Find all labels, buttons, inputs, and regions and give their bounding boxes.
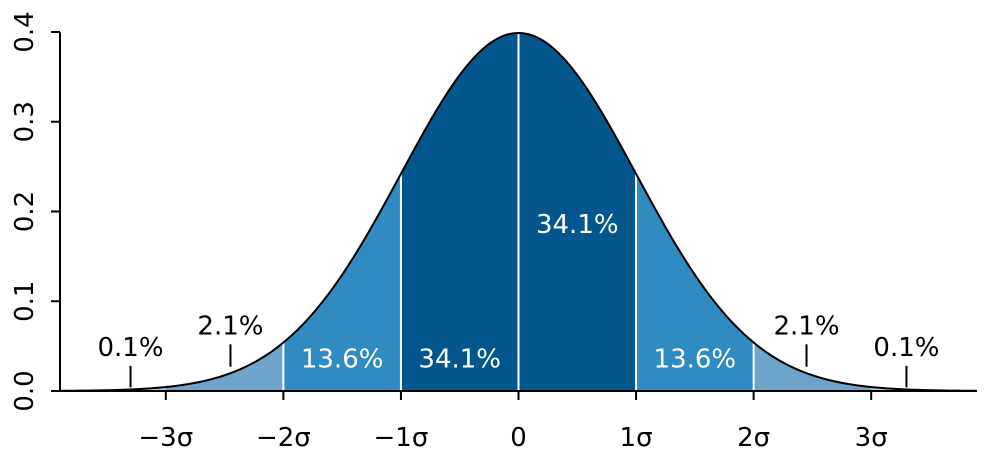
labels-layer: 34.1% 34.1% 13.6% 13.6% 0.1% 2.1% 2.1% 0.1%: [98, 210, 939, 388]
x-tick-label-5: 2σ: [737, 423, 770, 453]
band-0: [165, 342, 284, 391]
x-tick-label-0: −3σ: [138, 423, 193, 453]
x-tick-label-2: −1σ: [374, 423, 429, 453]
band-label-4: 13.6%: [654, 345, 737, 375]
band-label-inner-left: 13.6%: [301, 345, 384, 375]
sigma-lines-layer: [282, 32, 755, 391]
y-tick-label-0: 0.0: [10, 370, 40, 411]
density-curve: [59, 31, 978, 392]
band-2: [400, 32, 519, 391]
tail-label-2: 2.1%: [774, 311, 840, 341]
y-tick-label-1: 0.1: [10, 281, 40, 322]
x-tick-label-4: 1σ: [620, 423, 653, 453]
axes-layer: −3σ −2σ −1σ 0 1σ 2σ 3σ 0.0 0.1 0.2 0.3 0.4: [10, 11, 977, 453]
band-label-2: 34.1%: [418, 345, 501, 375]
band-5: [753, 342, 872, 391]
band-label-3: 34.1%: [536, 210, 619, 240]
tail-label-1: 2.1%: [197, 311, 263, 341]
y-tick-label-2: 0.2: [10, 191, 40, 232]
y-tick-label-4: 0.4: [10, 11, 40, 52]
x-tick-label-3: 0: [510, 423, 527, 453]
x-tick-label-6: 3σ: [855, 423, 888, 453]
tail-label-0: 0.1%: [98, 333, 164, 363]
y-tick-label-3: 0.3: [10, 101, 40, 142]
curve-layer: [59, 31, 978, 392]
tail-label-3: 0.1%: [873, 333, 939, 363]
x-tick-label-1: −2σ: [256, 423, 311, 453]
